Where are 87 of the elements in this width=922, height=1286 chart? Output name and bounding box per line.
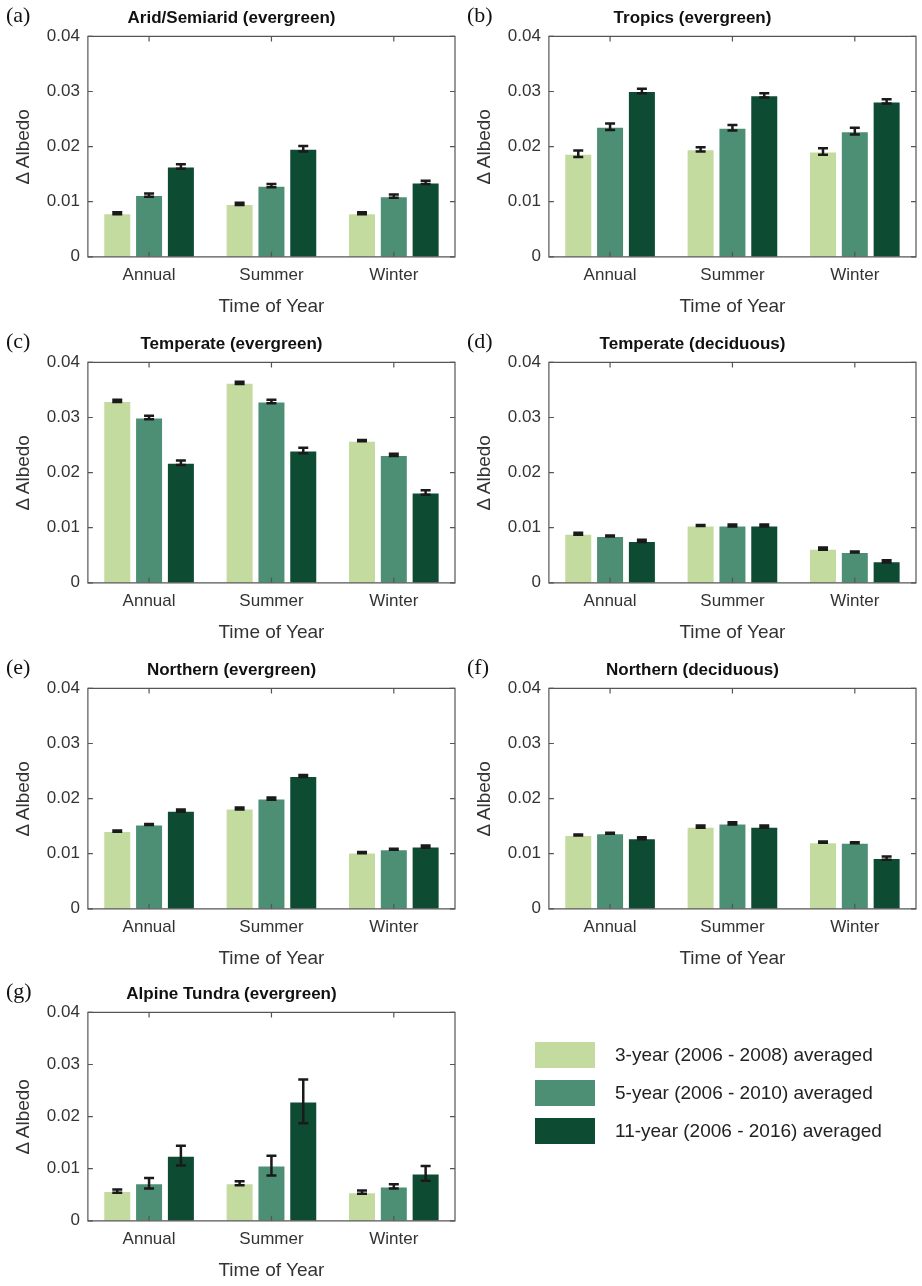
chart-title: Tropics (evergreen) bbox=[613, 7, 772, 27]
y-axis-title: ∆ Albedo bbox=[472, 109, 494, 185]
x-tick-label: Annual bbox=[122, 1228, 176, 1248]
y-tick-label: 0.02 bbox=[507, 136, 541, 156]
y-tick-label: 0.04 bbox=[507, 678, 541, 698]
x-axis-title: Time of Year bbox=[679, 620, 787, 642]
y-tick-label: 0.04 bbox=[46, 26, 80, 46]
chart-title: Temperate (deciduous) bbox=[599, 333, 786, 353]
x-tick-label: Winter bbox=[830, 916, 880, 936]
text: (g) bbox=[6, 978, 32, 1004]
y-tick-label: 0.01 bbox=[46, 517, 80, 537]
y-tick-label: 0 bbox=[70, 898, 80, 918]
x-tick-label: Winter bbox=[369, 264, 419, 284]
text: (c) bbox=[6, 328, 31, 354]
x-tick-label: Summer bbox=[239, 1228, 304, 1248]
legend-label: 11-year (2006 - 2016) averaged bbox=[615, 1120, 882, 1142]
legend-label: 5-year (2006 - 2010) averaged bbox=[615, 1082, 873, 1104]
y-tick-label: 0.03 bbox=[507, 733, 541, 753]
x-tick-label: Annual bbox=[583, 916, 637, 936]
y-tick-label: 0.03 bbox=[46, 81, 80, 101]
y-tick-label: 0.02 bbox=[46, 136, 80, 156]
y-tick-label: 0.01 bbox=[507, 517, 541, 537]
chart-title: Alpine Tundra (evergreen) bbox=[126, 983, 337, 1003]
y-axis-title: ∆ Albedo bbox=[11, 761, 33, 837]
y-axis-title: ∆ Albedo bbox=[11, 109, 33, 185]
y-tick-label: 0.04 bbox=[46, 352, 80, 372]
x-tick-label: Winter bbox=[830, 264, 880, 284]
text: (b) bbox=[467, 2, 493, 28]
y-tick-label: 0.01 bbox=[46, 1158, 80, 1178]
x-tick-label: Summer bbox=[700, 590, 765, 610]
y-tick-label: 0.04 bbox=[46, 678, 80, 698]
x-tick-label: Annual bbox=[583, 590, 637, 610]
chart-title: Northern (deciduous) bbox=[606, 659, 779, 679]
x-tick-label: Summer bbox=[700, 264, 765, 284]
y-tick-label: 0 bbox=[70, 572, 80, 592]
x-tick-label: Summer bbox=[239, 264, 304, 284]
y-tick-label: 0.03 bbox=[46, 407, 80, 427]
x-tick-label: Summer bbox=[700, 916, 765, 936]
x-tick-label: Winter bbox=[369, 590, 419, 610]
x-tick-label: Annual bbox=[122, 590, 176, 610]
text: (f) bbox=[467, 654, 489, 680]
chart-title: Temperate (evergreen) bbox=[140, 333, 323, 353]
y-tick-label: 0 bbox=[531, 246, 541, 266]
x-tick-label: Annual bbox=[122, 264, 176, 284]
y-tick-label: 0 bbox=[531, 572, 541, 592]
y-tick-label: 0.03 bbox=[507, 81, 541, 101]
x-tick-label: Winter bbox=[369, 916, 419, 936]
y-axis-title: ∆ Albedo bbox=[472, 435, 494, 511]
y-tick-label: 0.02 bbox=[46, 788, 80, 808]
y-tick-label: 0 bbox=[531, 898, 541, 918]
x-tick-label: Annual bbox=[122, 916, 176, 936]
y-tick-label: 0.02 bbox=[507, 788, 541, 808]
y-tick-label: 0.01 bbox=[46, 843, 80, 863]
y-axis-title: ∆ Albedo bbox=[11, 1079, 33, 1155]
x-axis-title: Time of Year bbox=[679, 294, 787, 316]
x-axis-title: Time of Year bbox=[218, 946, 326, 968]
y-tick-label: 0.04 bbox=[507, 352, 541, 372]
y-tick-label: 0.03 bbox=[46, 733, 80, 753]
text: (d) bbox=[467, 328, 493, 354]
y-tick-label: 0.04 bbox=[46, 1002, 80, 1022]
y-tick-label: 0.03 bbox=[507, 407, 541, 427]
text: (e) bbox=[6, 654, 31, 680]
legend-label: 3-year (2006 - 2008) averaged bbox=[615, 1044, 873, 1066]
y-tick-label: 0.01 bbox=[507, 191, 541, 211]
y-tick-label: 0.02 bbox=[46, 1106, 80, 1126]
x-tick-label: Winter bbox=[830, 590, 880, 610]
y-tick-label: 0.01 bbox=[507, 843, 541, 863]
x-axis-title: Time of Year bbox=[218, 1258, 326, 1280]
x-tick-label: Winter bbox=[369, 1228, 419, 1248]
x-tick-label: Annual bbox=[583, 264, 637, 284]
chart-title: Arid/Semiarid (evergreen) bbox=[127, 7, 336, 27]
y-tick-label: 0.03 bbox=[46, 1054, 80, 1074]
x-axis-title: Time of Year bbox=[679, 946, 787, 968]
y-tick-label: 0.01 bbox=[46, 191, 80, 211]
x-axis-title: Time of Year bbox=[218, 620, 326, 642]
y-tick-label: 0.04 bbox=[507, 26, 541, 46]
x-tick-label: Summer bbox=[239, 590, 304, 610]
chart-title: Northern (evergreen) bbox=[146, 659, 317, 679]
x-tick-label: Summer bbox=[239, 916, 304, 936]
y-tick-label: 0 bbox=[70, 246, 80, 266]
y-tick-label: 0.02 bbox=[507, 462, 541, 482]
y-tick-label: 0 bbox=[70, 1210, 80, 1230]
y-tick-label: 0.02 bbox=[46, 462, 80, 482]
text: (a) bbox=[6, 2, 31, 28]
x-axis-title: Time of Year bbox=[218, 294, 326, 316]
y-axis-title: ∆ Albedo bbox=[472, 761, 494, 837]
y-axis-title: ∆ Albedo bbox=[11, 435, 33, 511]
